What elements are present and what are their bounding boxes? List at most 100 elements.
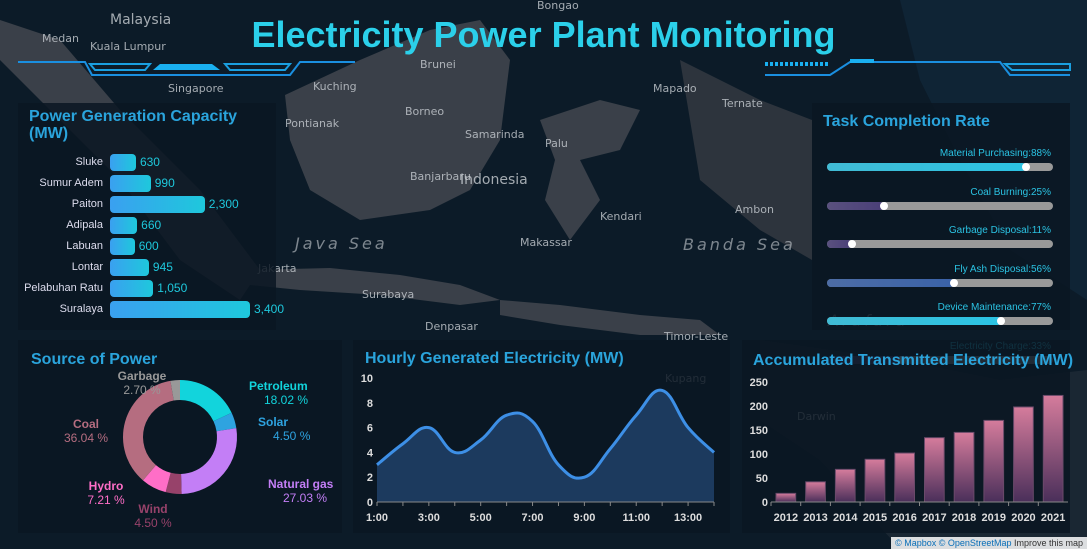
map-label: Surabaya — [362, 288, 415, 301]
map-label: Malaysia — [110, 12, 172, 28]
slice-name-label: Petroleum — [249, 379, 308, 393]
accumulated-bar[interactable] — [1013, 406, 1034, 503]
y-tick-label: 2 — [367, 472, 373, 484]
hourly-line[interactable] — [376, 388, 716, 480]
task-progress-knob — [949, 278, 958, 287]
accumulated-bar[interactable] — [834, 468, 856, 503]
donut-slice-petroleum[interactable] — [180, 380, 232, 422]
osm-link[interactable]: © OpenStreetMap — [938, 538, 1012, 548]
capacity-row: Sumur Adem 990 — [0, 175, 276, 192]
donut-slice-solar[interactable] — [213, 412, 237, 432]
donut-slice-garbage[interactable] — [170, 380, 180, 401]
accumulated-bar[interactable] — [953, 431, 975, 503]
capacity-row: Lontar 945 — [0, 259, 276, 276]
x-tick-label: 2020 — [1011, 512, 1035, 524]
accumulated-bar[interactable] — [805, 481, 826, 503]
slice-name-label: Solar — [258, 415, 288, 429]
slice-name-label: Natural gas — [268, 477, 334, 491]
capacity-row: Sluke 630 — [0, 154, 276, 171]
x-tick-label: 2018 — [952, 512, 976, 524]
task-panel — [812, 103, 1070, 330]
task-label: Garbage Disposal:11% — [948, 225, 1051, 236]
task-label: Coal Burning:25% — [970, 186, 1051, 198]
map-label: Kuching — [313, 80, 357, 93]
map-label: Borneo — [405, 105, 445, 118]
capacity-title: Power Generation Capacity (MW) — [29, 108, 238, 142]
task-progress-fill — [827, 163, 1026, 171]
y-tick-label: 8 — [367, 398, 373, 410]
task-progress-fill — [827, 201, 884, 210]
plant-name: Pelabuhan Ratu — [24, 282, 103, 294]
slice-percent-label: 36.04 % — [64, 431, 108, 445]
accumulated-bar[interactable] — [1042, 394, 1064, 503]
plant-name: Labuan — [66, 240, 103, 252]
map-label: Indonesia — [460, 172, 528, 188]
x-tick-label: 11:00 — [622, 512, 650, 524]
capacity-row: Pelabuhan Ratu 1,050 — [0, 280, 276, 297]
source-title: Source of Power — [31, 351, 158, 368]
x-tick-label: 7:00 — [522, 512, 544, 524]
capacity-bar[interactable] — [110, 301, 250, 318]
y-tick-label: 100 — [750, 449, 768, 461]
accumulated-bar[interactable] — [924, 437, 945, 503]
map-label: Mapado — [653, 82, 697, 95]
slice-name-label: Coal — [73, 417, 99, 431]
capacity-bar[interactable] — [110, 238, 135, 255]
y-tick-label: 4 — [367, 447, 374, 459]
capacity-value: 660 — [141, 218, 162, 232]
capacity-bar[interactable] — [110, 217, 138, 234]
capacity-bar[interactable] — [110, 196, 205, 213]
map-sea-label: Java Sea — [295, 234, 388, 253]
task-progress-knob — [847, 240, 856, 248]
y-tick-label: 150 — [750, 425, 768, 437]
accumulated-bar[interactable] — [864, 458, 886, 503]
capacity-value: 2,300 — [208, 197, 239, 211]
accumulated-bar[interactable] — [894, 452, 915, 503]
capacity-bar[interactable] — [110, 154, 136, 171]
map-label: Samarinda — [465, 128, 525, 141]
capacity-value: 3,400 — [254, 302, 285, 316]
map-label: Pontianak — [285, 117, 340, 130]
plant-name: Sluke — [75, 156, 103, 168]
donut-slice-hydro[interactable] — [142, 465, 171, 493]
map-label: Kendari — [600, 210, 642, 223]
capacity-bar[interactable] — [110, 280, 154, 297]
y-tick-label: 6 — [367, 423, 373, 435]
task-label: Fly Ash Disposal:56% — [954, 263, 1051, 275]
accumulated-bar[interactable] — [983, 419, 1005, 503]
x-tick-label: 2019 — [982, 512, 1006, 524]
x-tick-label: 2021 — [1041, 512, 1065, 524]
x-tick-label: 2017 — [922, 512, 946, 524]
map-label: Kuala Lumpur — [90, 40, 166, 53]
task-progress-bar — [827, 240, 1053, 248]
improve-map-link[interactable]: Improve this map — [1013, 538, 1083, 548]
hourly-title: Hourly Generated Electricity (MW) — [365, 350, 624, 367]
slice-name-label: Hydro — [89, 479, 124, 493]
map-label: Singapore — [168, 82, 224, 95]
task-progress-fill — [827, 240, 852, 248]
capacity-bar[interactable] — [110, 175, 151, 192]
task-progress-knob — [1021, 163, 1030, 171]
task-progress-bar — [827, 163, 1053, 171]
donut-slice-wind[interactable] — [165, 472, 182, 494]
map-label: Bongao — [537, 0, 579, 12]
donut-slice-natural-gas[interactable] — [181, 428, 238, 494]
accumulated-bar[interactable] — [775, 492, 797, 503]
map-label: Ambon — [735, 203, 774, 216]
capacity-bar[interactable] — [110, 259, 149, 276]
x-tick-label: 2015 — [863, 512, 887, 524]
map-label: Brunei — [420, 58, 456, 71]
capacity-row: Suralaya 3,400 — [0, 301, 284, 318]
capacity-row: Adipala 660 — [0, 217, 276, 234]
x-tick-label: 13:00 — [674, 512, 702, 524]
dashboard-title: Electricity Power Plant Monitoring — [251, 14, 836, 55]
mapbox-link[interactable]: © Mapbox — [895, 538, 937, 548]
slice-percent-label: 7.21 % — [87, 493, 125, 507]
map-label: Medan — [42, 32, 79, 45]
donut-slice-coal[interactable] — [123, 380, 174, 481]
slice-percent-label: 4.50 % — [134, 516, 172, 530]
map-label: Makassar — [520, 236, 572, 249]
task-title: Task Completion Rate — [823, 113, 990, 130]
capacity-row: Paiton 2,300 — [0, 196, 276, 213]
